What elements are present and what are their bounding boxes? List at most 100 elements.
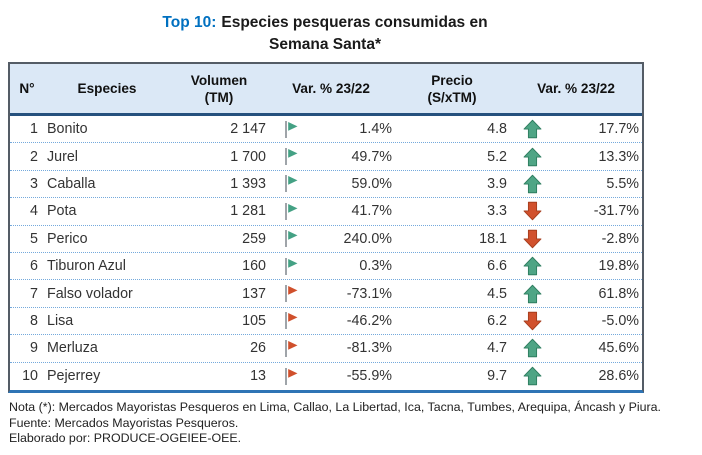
price-value: 4.5 bbox=[487, 285, 507, 302]
footnote-elaborated: Elaborado por: PRODUCE-OGEIEE-OEE. bbox=[9, 431, 242, 446]
species-name: Merluza bbox=[47, 340, 98, 357]
up-arrow-icon bbox=[510, 335, 555, 361]
row-number: 10 bbox=[22, 368, 38, 385]
species-name: Caballa bbox=[47, 175, 96, 192]
price-value: 4.7 bbox=[487, 340, 507, 357]
header-price-line1: Precio bbox=[431, 72, 473, 88]
price-variation: -5.0% bbox=[601, 312, 639, 329]
table-row: 2 Jurel 1 700 49.7% 5.2 13.3% bbox=[10, 143, 642, 171]
price-value: 18.1 bbox=[479, 230, 507, 247]
header-volume-line1: Volumen bbox=[190, 72, 248, 88]
row-number: 2 bbox=[30, 148, 38, 165]
footnote-source: Fuente: Mercados Mayoristas Pesqueros. bbox=[9, 415, 239, 430]
species-name: Lisa bbox=[47, 312, 74, 329]
volume-variation: -73.1% bbox=[346, 285, 392, 302]
species-name: Tiburon Azul bbox=[47, 258, 126, 275]
price-variation: 5.5% bbox=[606, 175, 639, 192]
title-line1-rest: Especies pesqueras consumidas en bbox=[221, 14, 488, 31]
green-flag-icon bbox=[268, 143, 310, 169]
price-variation: -2.8% bbox=[601, 230, 639, 247]
row-number: 5 bbox=[30, 230, 38, 247]
table-header-row: N° Especies Volumen (TM) Var. % 23/22 Pr… bbox=[10, 64, 642, 116]
volume-variation: 1.4% bbox=[359, 121, 392, 138]
row-number: 4 bbox=[30, 203, 38, 220]
species-table: N° Especies Volumen (TM) Var. % 23/22 Pr… bbox=[8, 62, 644, 393]
red-flag-icon bbox=[268, 280, 310, 306]
row-number: 8 bbox=[30, 312, 38, 329]
title-line2: Semana Santa* bbox=[269, 36, 381, 53]
volume-variation: -81.3% bbox=[346, 340, 392, 357]
species-name: Falso volador bbox=[47, 285, 133, 302]
price-variation: 13.3% bbox=[598, 148, 639, 165]
price-variation: -31.7% bbox=[593, 203, 639, 220]
volume-variation: 41.7% bbox=[351, 203, 392, 220]
green-flag-icon bbox=[268, 171, 310, 197]
species-name: Perico bbox=[47, 230, 88, 247]
species-name: Pota bbox=[47, 203, 77, 220]
header-volume-line2: (TM) bbox=[204, 89, 234, 105]
price-variation: 61.8% bbox=[598, 285, 639, 302]
price-variation: 17.7% bbox=[598, 121, 639, 138]
green-flag-icon bbox=[268, 253, 310, 279]
up-arrow-icon bbox=[510, 363, 555, 390]
table-row: 10 Pejerrey 13 -55.9% 9.7 28.6% bbox=[10, 363, 642, 390]
down-arrow-icon bbox=[510, 226, 555, 252]
table-row: 9 Merluza 26 -81.3% 4.7 45.6% bbox=[10, 335, 642, 363]
volume-variation: 59.0% bbox=[351, 175, 392, 192]
title-prefix: Top 10: bbox=[162, 14, 217, 31]
table-row: 8 Lisa 105 -46.2% 6.2 -5.0% bbox=[10, 308, 642, 336]
row-number: 1 bbox=[30, 121, 38, 138]
volume-value: 160 bbox=[242, 258, 266, 275]
volume-value: 105 bbox=[242, 312, 266, 329]
price-value: 9.7 bbox=[487, 368, 507, 385]
row-number: 9 bbox=[30, 340, 38, 357]
up-arrow-icon bbox=[510, 171, 555, 197]
table-row: 5 Perico 259 240.0% 18.1 -2.8% bbox=[10, 226, 642, 253]
table-row: 3 Caballa 1 393 59.0% 3.9 5.5% bbox=[10, 171, 642, 199]
green-flag-icon bbox=[268, 198, 310, 224]
header-var-price: Var. % 23/22 bbox=[537, 81, 615, 96]
price-value: 6.2 bbox=[487, 312, 507, 329]
volume-value: 2 147 bbox=[230, 121, 266, 138]
footnotes: Nota (*): Mercados Mayoristas Pesqueros … bbox=[9, 400, 702, 447]
red-flag-icon bbox=[268, 363, 310, 390]
price-value: 5.2 bbox=[487, 148, 507, 165]
volume-value: 259 bbox=[242, 230, 266, 247]
header-num: N° bbox=[19, 81, 35, 96]
price-value: 6.6 bbox=[487, 258, 507, 275]
volume-variation: -46.2% bbox=[346, 312, 392, 329]
up-arrow-icon bbox=[510, 280, 555, 306]
price-value: 4.8 bbox=[487, 121, 507, 138]
down-arrow-icon bbox=[510, 198, 555, 224]
volume-value: 137 bbox=[242, 285, 266, 302]
price-variation: 45.6% bbox=[598, 340, 639, 357]
volume-value: 13 bbox=[250, 368, 266, 385]
volume-value: 26 bbox=[250, 340, 266, 357]
red-flag-icon bbox=[268, 335, 310, 361]
price-variation: 28.6% bbox=[598, 368, 639, 385]
table-body: 1 Bonito 2 147 1.4% 4.8 17.7% 2 Jurel 1 700 49… bbox=[10, 116, 642, 390]
volume-variation: 49.7% bbox=[351, 148, 392, 165]
up-arrow-icon bbox=[510, 143, 555, 169]
header-species: Especies bbox=[77, 81, 137, 96]
species-name: Jurel bbox=[47, 148, 78, 165]
volume-value: 1 281 bbox=[230, 203, 266, 220]
table-row: 4 Pota 1 281 41.7% 3.3 -31.7% bbox=[10, 198, 642, 226]
header-var-volume: Var. % 23/22 bbox=[292, 81, 370, 96]
volume-variation: -55.9% bbox=[346, 368, 392, 385]
row-number: 7 bbox=[30, 285, 38, 302]
price-value: 3.3 bbox=[487, 203, 507, 220]
table-row: 1 Bonito 2 147 1.4% 4.8 17.7% bbox=[10, 116, 642, 144]
up-arrow-icon bbox=[510, 116, 555, 142]
volume-value: 1 700 bbox=[230, 148, 266, 165]
up-arrow-icon bbox=[510, 253, 555, 279]
down-arrow-icon bbox=[510, 308, 555, 334]
price-variation: 19.8% bbox=[598, 258, 639, 275]
volume-variation: 0.3% bbox=[359, 258, 392, 275]
page-title: Top 10: Especies pesqueras consumidas en … bbox=[8, 0, 642, 56]
green-flag-icon bbox=[268, 116, 310, 142]
footnote-note: Nota (*): Mercados Mayoristas Pesqueros … bbox=[9, 399, 661, 414]
species-name: Bonito bbox=[47, 121, 88, 138]
row-number: 3 bbox=[30, 175, 38, 192]
